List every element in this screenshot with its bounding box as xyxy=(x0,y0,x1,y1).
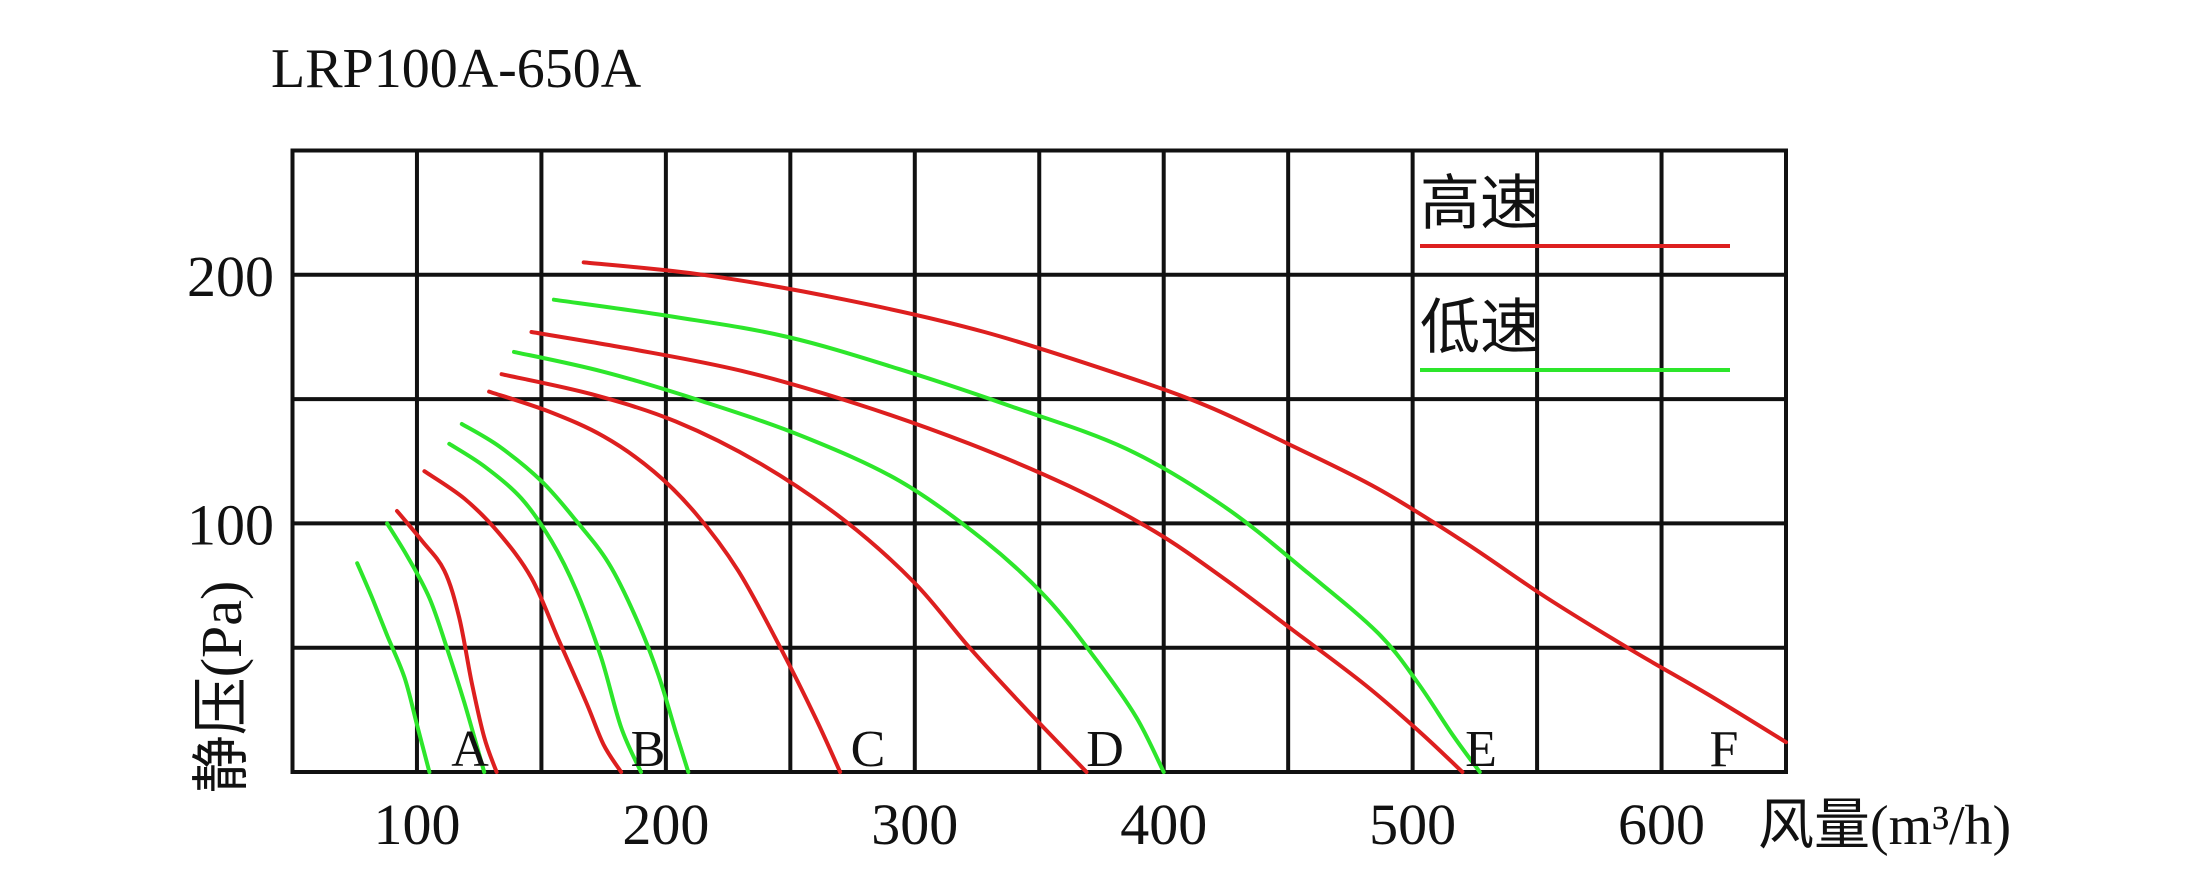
curve-3 xyxy=(395,509,499,774)
x-tick-label: 600 xyxy=(1618,792,1705,857)
x-tick-label: 200 xyxy=(622,792,709,857)
curve-10 xyxy=(529,330,1465,774)
curve-8 xyxy=(499,372,1089,774)
y-tick-label: 200 xyxy=(187,244,274,309)
curve-label: B xyxy=(631,721,666,778)
x-tick-label: 500 xyxy=(1369,792,1456,857)
legend: 高速 低速 xyxy=(1420,171,1730,372)
curve-labels: A B C D E F xyxy=(451,721,1738,778)
legend-label-low-speed: 低速 xyxy=(1420,295,1540,361)
x-tick-label: 100 xyxy=(373,792,460,857)
chart-title: LRP100A-650A xyxy=(271,38,642,100)
curve-11 xyxy=(551,297,1482,774)
curve-9 xyxy=(512,349,1166,774)
curve-1 xyxy=(355,561,432,774)
curve-label: A xyxy=(451,721,489,778)
curve-6 xyxy=(459,422,691,774)
curve-12 xyxy=(581,260,1788,745)
y-tick-label: 100 xyxy=(187,492,274,557)
plot-grid xyxy=(290,148,1788,774)
performance-curves xyxy=(355,260,1788,774)
curve-7 xyxy=(487,389,843,774)
curve-label: F xyxy=(1710,721,1739,778)
curve-label: C xyxy=(851,721,886,778)
x-axis-tick-labels: 100 200 300 400 500 600 xyxy=(373,792,1705,857)
y-axis-tick-labels: 100 200 xyxy=(187,244,274,558)
curve-label: E xyxy=(1465,721,1497,778)
curve-label: D xyxy=(1086,721,1124,778)
legend-label-high-speed: 高速 xyxy=(1420,171,1540,237)
y-axis-label: 静压(Pa) xyxy=(189,581,254,794)
x-tick-label: 300 xyxy=(871,792,958,857)
x-tick-label: 400 xyxy=(1120,792,1207,857)
curve-2 xyxy=(385,521,487,774)
curve-4 xyxy=(422,469,624,774)
curve-5 xyxy=(447,441,643,774)
x-axis-label: 风量(m³/h) xyxy=(1758,795,2011,857)
